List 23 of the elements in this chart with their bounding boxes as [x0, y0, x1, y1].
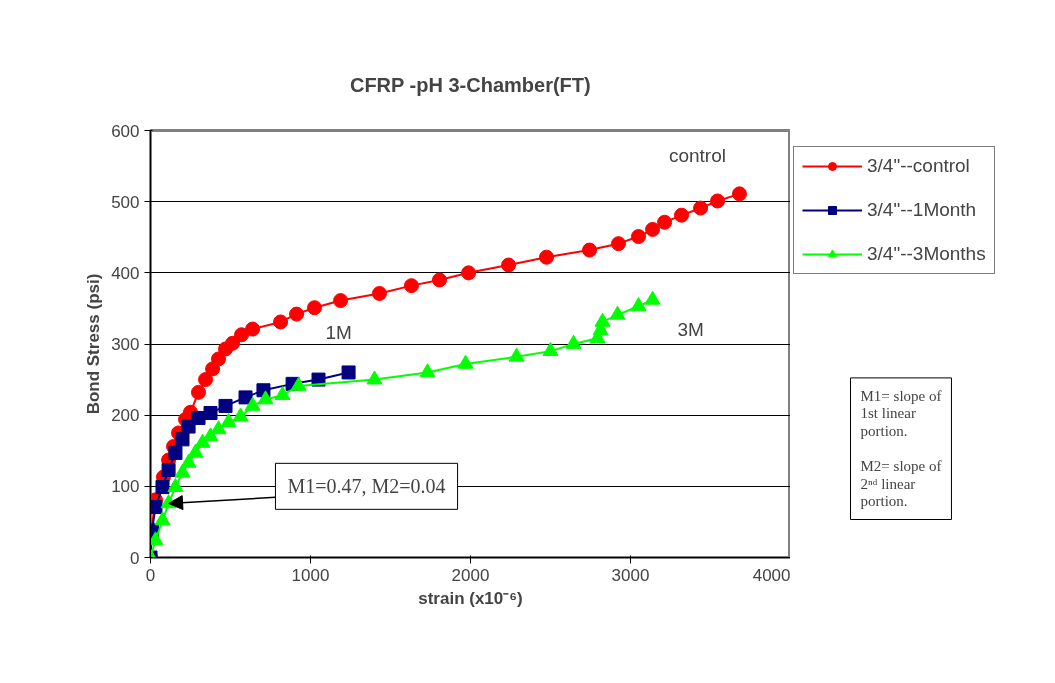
legend-label: 3/4"--control	[867, 155, 970, 177]
y-tick-label: 500	[111, 192, 140, 212]
text: M1= slope of 1st linear portion. M2= slope of 2ⁿᵈ linear portion.	[860, 387, 942, 510]
legend-label: 3/4"--3Months	[867, 243, 986, 265]
y-axis-title: Bond Stress (psi)	[84, 273, 104, 415]
annotation: control	[668, 145, 726, 167]
y-tick-label: 100	[111, 477, 140, 497]
x-axis-title: strain (x10⁻⁶)	[418, 588, 523, 608]
y-tick-label: 200	[111, 406, 140, 426]
annotation: 1M	[325, 321, 352, 343]
y-tick-label: 600	[111, 121, 140, 141]
x-tick-label: 2000	[451, 565, 490, 585]
y-tick-label: 400	[111, 263, 140, 283]
y-tick-label: 300	[111, 335, 140, 354]
x-tick-label: 1000	[291, 565, 330, 585]
x-tick-label: 3000	[611, 565, 650, 585]
x-tick-label: 0	[145, 565, 156, 585]
y-tick-label: 0	[130, 548, 140, 568]
x-tick-label: 4000	[752, 565, 791, 585]
chart-title: CFRP -pH 3-Chamber(FT)	[349, 73, 591, 96]
legend-label: 3/4"--1Month	[867, 199, 977, 221]
annotation: 3M	[677, 319, 704, 341]
annotation: M1=0.47, M2=0.04	[287, 475, 446, 498]
